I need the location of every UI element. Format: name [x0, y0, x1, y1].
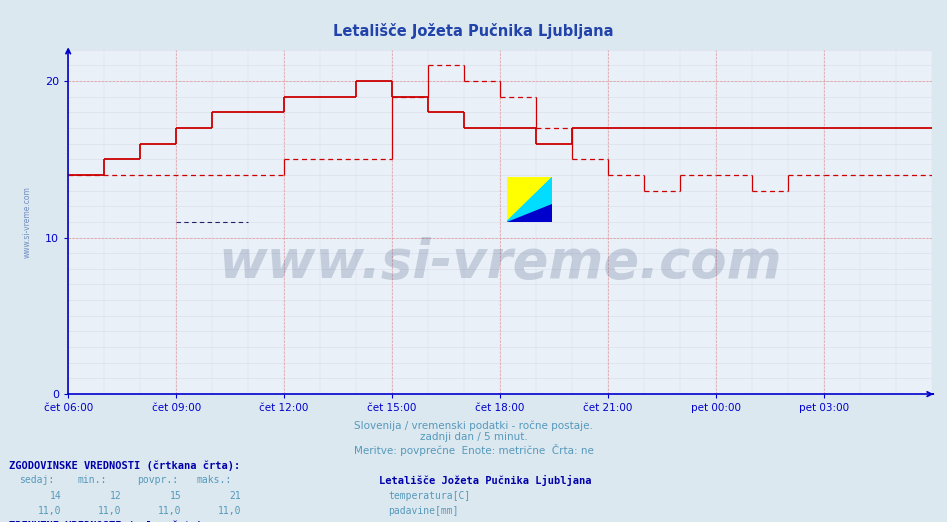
Polygon shape [507, 204, 552, 222]
Text: Letališče Jožeta Pučnika Ljubljana: Letališče Jožeta Pučnika Ljubljana [379, 475, 591, 486]
Text: 12: 12 [110, 491, 121, 501]
Text: povpr.:: povpr.: [137, 475, 178, 485]
Text: 15: 15 [170, 491, 182, 501]
Text: maks.:: maks.: [197, 475, 232, 485]
Text: temperatura[C]: temperatura[C] [388, 491, 471, 501]
Text: 11,0: 11,0 [158, 506, 182, 516]
Text: Letališče Jožeta Pučnika Ljubljana: Letališče Jožeta Pučnika Ljubljana [333, 23, 614, 40]
Text: 21: 21 [230, 491, 241, 501]
Text: 14: 14 [50, 491, 62, 501]
Text: Meritve: povprečne  Enote: metrične  Črta: ne: Meritve: povprečne Enote: metrične Črta:… [353, 444, 594, 456]
Text: padavine[mm]: padavine[mm] [388, 506, 458, 516]
Text: 11,0: 11,0 [98, 506, 121, 516]
Text: 11,0: 11,0 [38, 506, 62, 516]
Text: min.:: min.: [78, 475, 107, 485]
Text: Slovenija / vremenski podatki - ročne postaje.: Slovenija / vremenski podatki - ročne po… [354, 420, 593, 431]
Text: TRENUTNE VREDNOSTI (polna črta):: TRENUTNE VREDNOSTI (polna črta): [9, 521, 209, 522]
Text: www.si-vreme.com: www.si-vreme.com [22, 186, 31, 258]
Text: www.si-vreme.com: www.si-vreme.com [218, 237, 782, 289]
Text: zadnji dan / 5 minut.: zadnji dan / 5 minut. [420, 432, 527, 442]
Text: sedaj:: sedaj: [19, 475, 54, 485]
Polygon shape [507, 177, 552, 222]
Polygon shape [507, 177, 552, 222]
Text: ZGODOVINSKE VREDNOSTI (črtkana črta):: ZGODOVINSKE VREDNOSTI (črtkana črta): [9, 460, 241, 471]
Text: 11,0: 11,0 [218, 506, 241, 516]
